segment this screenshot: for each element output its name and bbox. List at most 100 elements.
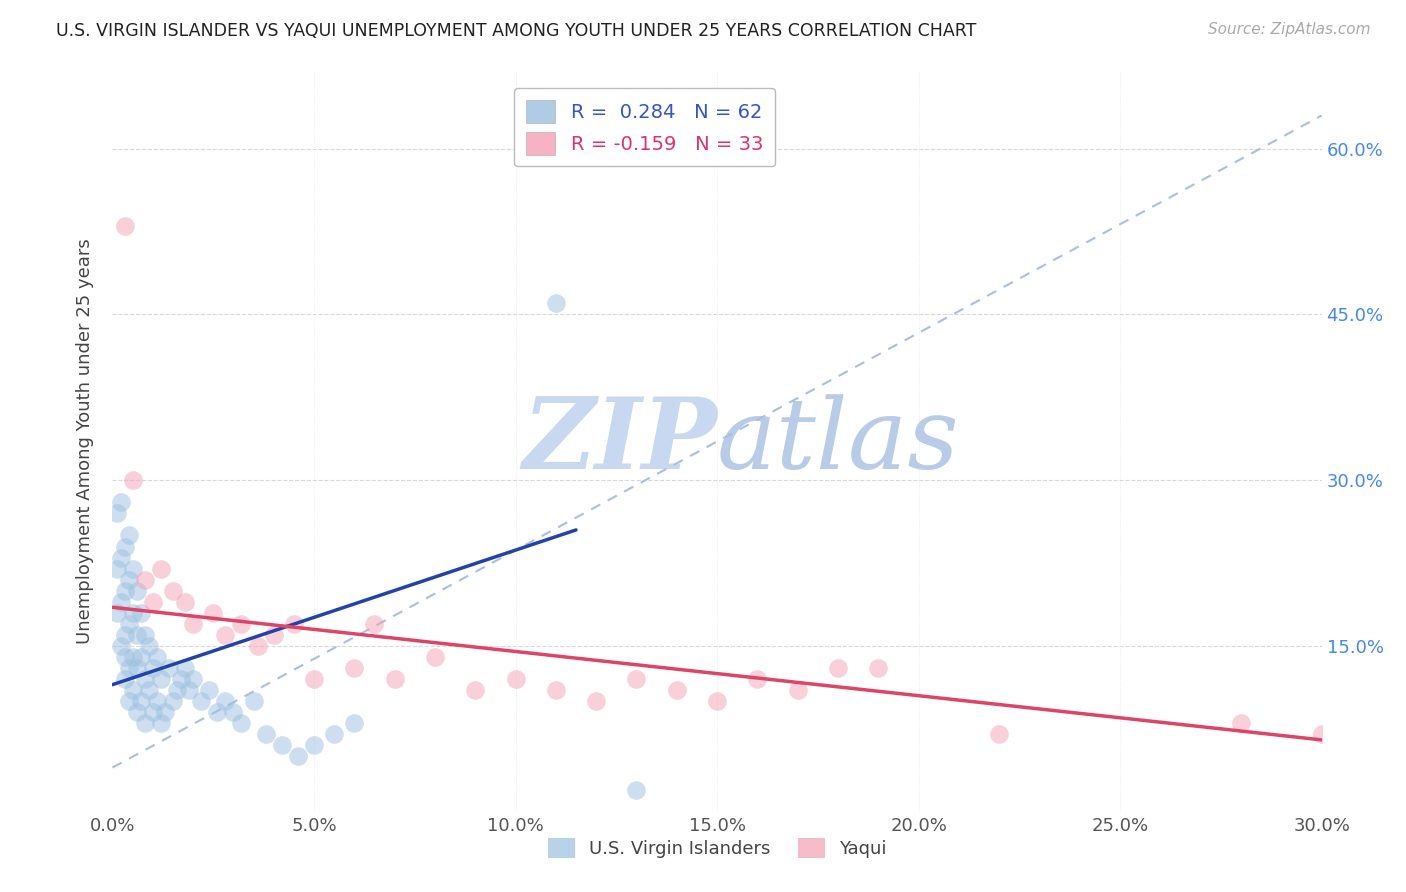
Point <box>125 628 148 642</box>
Point <box>706 694 728 708</box>
Point <box>177 683 200 698</box>
Point <box>117 661 139 675</box>
Point <box>110 595 132 609</box>
Point <box>114 540 136 554</box>
Point <box>149 672 172 686</box>
Point <box>231 716 253 731</box>
Point <box>129 606 152 620</box>
Point <box>138 639 160 653</box>
Point <box>214 628 236 642</box>
Point <box>464 683 486 698</box>
Point <box>146 650 169 665</box>
Point <box>146 694 169 708</box>
Point <box>138 683 160 698</box>
Point <box>162 583 184 598</box>
Point <box>121 606 143 620</box>
Point <box>149 716 172 731</box>
Point <box>246 639 269 653</box>
Point <box>117 528 139 542</box>
Point <box>114 650 136 665</box>
Point <box>134 672 156 686</box>
Point <box>110 550 132 565</box>
Point <box>231 616 253 631</box>
Y-axis label: Unemployment Among Youth under 25 years: Unemployment Among Youth under 25 years <box>76 239 94 644</box>
Point <box>207 706 229 720</box>
Point <box>142 595 165 609</box>
Point <box>117 573 139 587</box>
Point <box>270 739 292 753</box>
Point <box>110 639 132 653</box>
Point <box>134 628 156 642</box>
Point <box>117 694 139 708</box>
Point <box>105 606 128 620</box>
Point <box>988 727 1011 741</box>
Point <box>343 661 366 675</box>
Point <box>868 661 890 675</box>
Point <box>202 606 225 620</box>
Point <box>181 616 204 631</box>
Point <box>114 672 136 686</box>
Point <box>626 782 648 797</box>
Point <box>174 661 197 675</box>
Text: atlas: atlas <box>717 394 960 489</box>
Point <box>263 628 285 642</box>
Point <box>117 616 139 631</box>
Point <box>343 716 366 731</box>
Point <box>198 683 221 698</box>
Point <box>134 716 156 731</box>
Point <box>153 706 176 720</box>
Point <box>125 583 148 598</box>
Point <box>254 727 277 741</box>
Point <box>827 661 849 675</box>
Point <box>302 739 325 753</box>
Point <box>626 672 648 686</box>
Point <box>323 727 346 741</box>
Point <box>170 672 193 686</box>
Point <box>166 683 188 698</box>
Point <box>242 694 264 708</box>
Point <box>363 616 385 631</box>
Point <box>283 616 305 631</box>
Point <box>786 683 808 698</box>
Point <box>181 672 204 686</box>
Text: ZIP: ZIP <box>522 393 717 490</box>
Point <box>121 650 143 665</box>
Point <box>544 296 567 310</box>
Legend: U.S. Virgin Islanders, Yaqui: U.S. Virgin Islanders, Yaqui <box>540 830 894 865</box>
Point <box>174 595 197 609</box>
Point <box>129 650 152 665</box>
Point <box>125 706 148 720</box>
Point <box>129 694 152 708</box>
Point <box>142 661 165 675</box>
Point <box>162 694 184 708</box>
Point <box>142 706 165 720</box>
Point <box>121 473 143 487</box>
Text: U.S. VIRGIN ISLANDER VS YAQUI UNEMPLOYMENT AMONG YOUTH UNDER 25 YEARS CORRELATIO: U.S. VIRGIN ISLANDER VS YAQUI UNEMPLOYME… <box>56 22 977 40</box>
Point <box>1230 716 1253 731</box>
Point <box>747 672 769 686</box>
Point <box>125 661 148 675</box>
Point <box>287 749 309 764</box>
Point <box>110 495 132 509</box>
Point <box>423 650 446 665</box>
Point <box>544 683 567 698</box>
Point <box>114 583 136 598</box>
Point <box>121 683 143 698</box>
Point <box>149 561 172 575</box>
Point <box>505 672 527 686</box>
Point <box>114 219 136 233</box>
Point <box>105 561 128 575</box>
Point <box>665 683 688 698</box>
Point <box>1310 727 1333 741</box>
Point <box>105 507 128 521</box>
Point <box>302 672 325 686</box>
Point <box>214 694 236 708</box>
Point <box>114 628 136 642</box>
Point <box>222 706 245 720</box>
Point <box>384 672 406 686</box>
Point <box>157 661 180 675</box>
Point <box>134 573 156 587</box>
Point <box>190 694 212 708</box>
Point <box>121 561 143 575</box>
Text: Source: ZipAtlas.com: Source: ZipAtlas.com <box>1208 22 1371 37</box>
